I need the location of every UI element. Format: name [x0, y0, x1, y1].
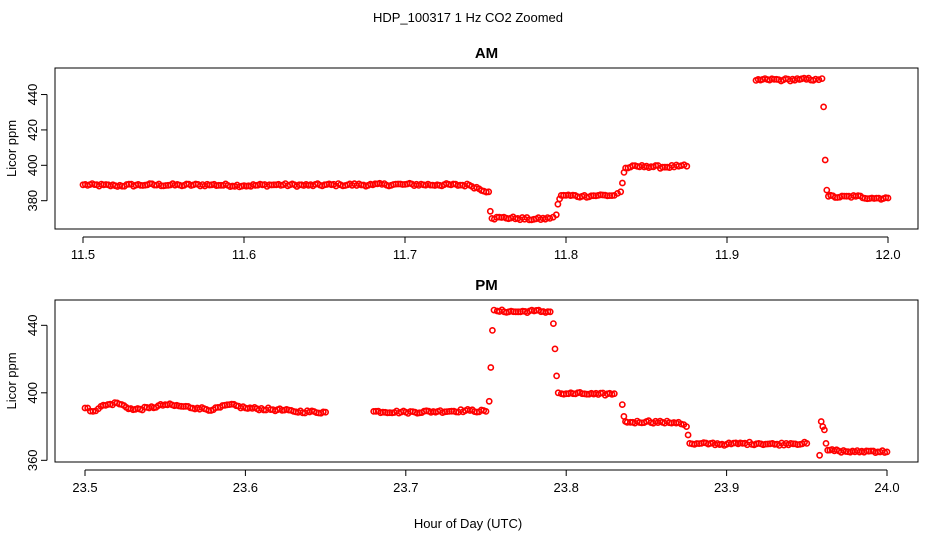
x-tick-label: 23.7 — [393, 480, 418, 495]
x-tick-label: 24.0 — [874, 480, 899, 495]
x-tick-label: 11.5 — [71, 247, 95, 262]
data-point — [553, 372, 560, 380]
data-point — [619, 179, 626, 187]
figure-title: HDP_100317 1 Hz CO2 Zoomed — [373, 10, 563, 25]
x-tick-label: 11.8 — [554, 247, 578, 262]
chart-panels: AM Licor ppm 11.5 11.6 11.7 11.8 11.9 12.0 380 40… — [4, 45, 919, 495]
y-tick-label: 440 — [25, 84, 40, 106]
x-axis-label: Hour of Day (UTC) — [414, 516, 522, 531]
series-points — [81, 306, 891, 459]
panel-title: AM — [475, 45, 498, 62]
data-point — [546, 214, 554, 222]
data-point — [488, 326, 496, 334]
data-point — [821, 156, 829, 164]
data-point — [322, 408, 329, 416]
data-point — [820, 103, 827, 111]
data-point — [550, 320, 557, 327]
x-tick-label: 23.8 — [554, 480, 579, 495]
data-point — [823, 186, 831, 194]
data-point — [617, 188, 625, 196]
data-point — [683, 423, 690, 430]
panel-pm: PM Licor ppm 23.5 23.6 23.7 23.8 23.9 24.0 360 40… — [4, 277, 919, 495]
data-point — [812, 75, 819, 83]
data-point — [89, 407, 97, 415]
data-point — [818, 75, 826, 82]
x-tick-label: 23.6 — [233, 480, 258, 495]
data-point — [884, 194, 892, 202]
y-axis-label: Licor ppm — [4, 352, 19, 409]
y-tick-label: 420 — [25, 119, 40, 141]
plot-frame — [54, 299, 919, 463]
data-point — [618, 401, 626, 408]
data-point — [610, 390, 618, 398]
panel-title: PM — [475, 277, 498, 294]
x-tick-label: 23.5 — [72, 480, 97, 495]
x-tick-label: 12.0 — [875, 247, 900, 262]
x-tick-label: 11.9 — [715, 247, 739, 262]
data-point — [485, 397, 493, 405]
data-point — [552, 211, 560, 219]
data-point — [803, 439, 811, 447]
y-tick-label: 380 — [25, 190, 40, 212]
data-point — [485, 188, 493, 196]
data-point — [816, 451, 823, 459]
data-point — [815, 76, 823, 84]
data-point — [81, 404, 89, 412]
plot-frame — [54, 67, 919, 230]
y-axis-label: Licor ppm — [4, 120, 19, 177]
x-tick-label: 23.9 — [714, 480, 739, 495]
data-point — [556, 195, 563, 203]
x-tick-label: 11.6 — [232, 247, 256, 262]
y-tick-label: 360 — [25, 449, 40, 471]
data-point — [546, 308, 554, 316]
data-point — [487, 364, 495, 371]
data-point — [482, 407, 490, 415]
data-point — [486, 207, 494, 215]
panel-am: AM Licor ppm 11.5 11.6 11.7 11.8 11.9 12.0 380 40… — [4, 45, 919, 262]
data-point — [551, 345, 559, 353]
data-point — [822, 439, 830, 447]
data-point — [652, 162, 660, 169]
y-tick-label: 400 — [25, 382, 40, 404]
data-point — [554, 200, 562, 208]
data-point — [821, 426, 828, 434]
data-point — [684, 431, 692, 439]
y-tick-label: 400 — [25, 154, 40, 176]
y-tick-label: 440 — [25, 314, 40, 336]
data-point — [819, 423, 827, 430]
x-tick-label: 11.7 — [393, 247, 417, 262]
data-point — [883, 448, 891, 456]
series-points — [79, 74, 892, 224]
data-point — [683, 162, 691, 170]
